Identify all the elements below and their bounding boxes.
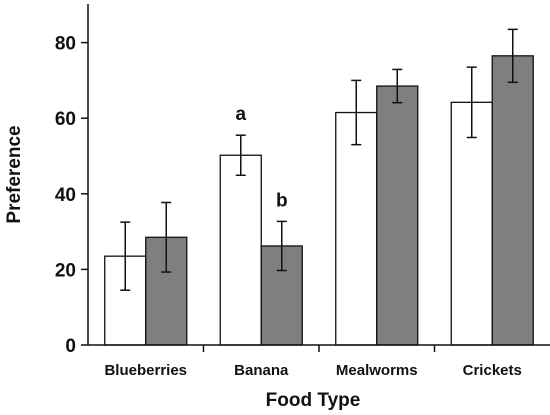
bars-layer [104, 28, 534, 346]
x-tick-label: Mealworms [336, 362, 418, 379]
y-tick-label: 80 [55, 34, 76, 55]
y-tick-label: 0 [65, 336, 76, 357]
x-tick-label: Banana [234, 362, 289, 379]
x-tick-label: Crickets [463, 362, 522, 379]
bar [450, 101, 493, 346]
y-tick-label: 20 [55, 260, 76, 281]
x-axis-title: Food Type [266, 390, 361, 411]
y-tick-label: 40 [55, 185, 76, 206]
labels-layer: 0 20 40 60 80 Blueberries Banana Mealworms Crick… [55, 34, 522, 379]
bar [376, 85, 419, 346]
bar [335, 111, 378, 346]
significance-label: b [276, 190, 288, 211]
y-axis-title: Preference [4, 125, 25, 223]
ticks-layer [81, 41, 436, 352]
y-tick-label: 60 [55, 109, 76, 130]
bar [491, 55, 534, 346]
x-tick-label: Blueberries [104, 362, 187, 379]
bar [219, 154, 262, 346]
significance-label: a [235, 104, 246, 125]
